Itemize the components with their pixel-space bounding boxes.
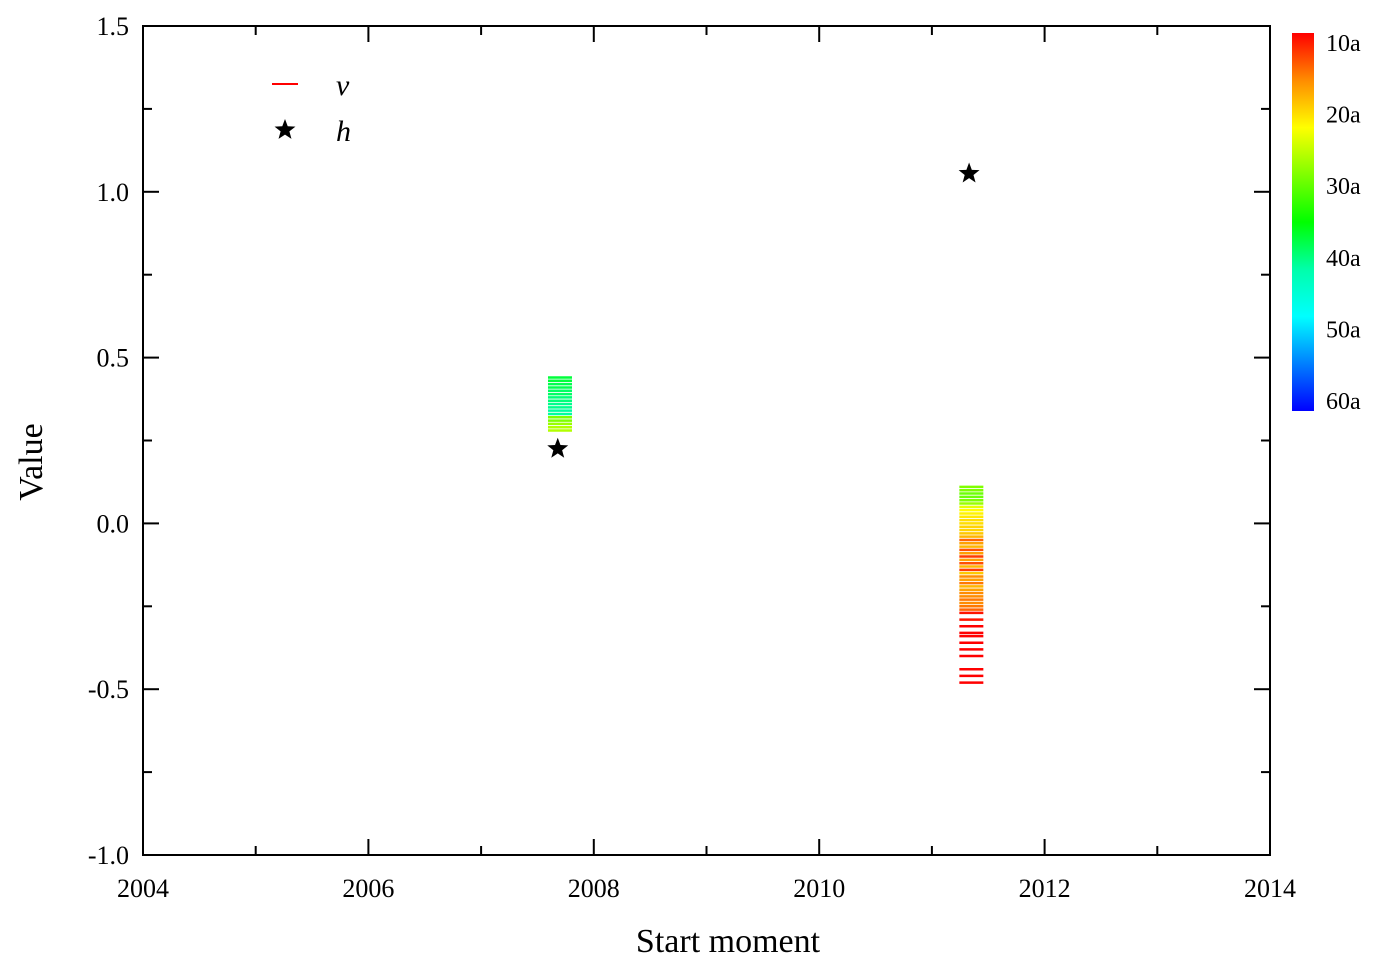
h-star-mark — [958, 162, 980, 183]
colorbar-label: 20a — [1326, 103, 1361, 129]
h-star-mark — [547, 437, 569, 458]
x-tick-label: 2010 — [793, 874, 845, 903]
x-tick-label: 2014 — [1244, 874, 1296, 903]
axes: 2004 2006 2008 2010 2012 2014 -1.0 -0.5 0.0 0.5 1.… — [88, 12, 1296, 903]
colorbar-label: 10a — [1326, 31, 1361, 57]
colorbar-label: 30a — [1326, 174, 1361, 200]
colorbar-label: 50a — [1326, 317, 1361, 343]
plot-frame — [142, 25, 1271, 856]
y-tick-label: 0.5 — [97, 344, 130, 373]
legend-v-label: v — [336, 69, 350, 102]
x-tick-label: 2004 — [117, 874, 169, 903]
x-axis-title: Start moment — [636, 923, 821, 960]
legend: v h — [272, 69, 351, 148]
y-tick-label: 1.5 — [97, 12, 130, 41]
x-tick-label: 2006 — [342, 874, 394, 903]
y-tick-label: -1.0 — [88, 841, 129, 870]
x-tick-label: 2012 — [1019, 874, 1071, 903]
y-tick-label: -0.5 — [88, 675, 129, 704]
colorbar-label: 40a — [1326, 246, 1361, 272]
colorbar: 10a 20a 30a 40a 50a 60a — [1292, 31, 1361, 415]
x-tick-label: 2008 — [568, 874, 620, 903]
y-tick-label: 0.0 — [97, 509, 130, 538]
plot-marks — [547, 162, 984, 684]
colorbar-gradient — [1292, 33, 1314, 411]
y-tick-label: 1.0 — [97, 178, 130, 207]
legend-h-marker — [274, 119, 296, 139]
colorbar-label: 60a — [1326, 389, 1361, 415]
y-axis-title: Value — [13, 423, 50, 500]
legend-h-label: h — [336, 115, 351, 148]
